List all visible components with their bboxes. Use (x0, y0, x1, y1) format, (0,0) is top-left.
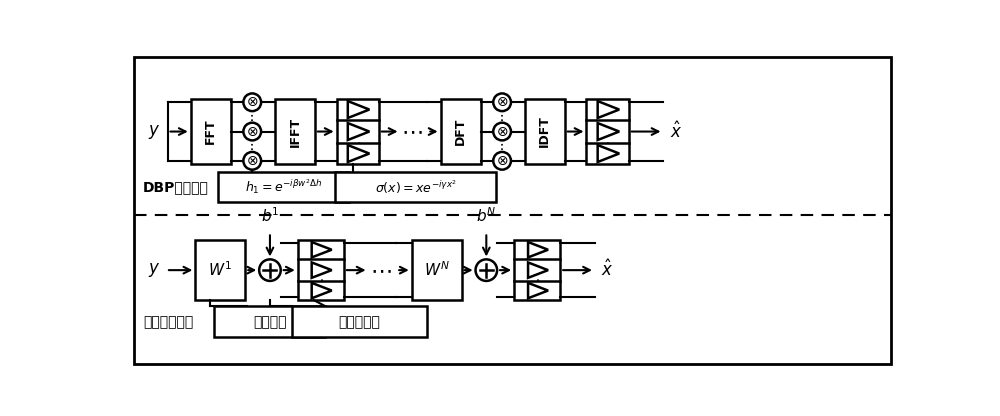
Text: FFT: FFT (204, 119, 217, 144)
Text: 神经网络结构: 神经网络结构 (143, 315, 193, 329)
Bar (514, 240, 560, 300)
Bar (586, 99, 629, 164)
Circle shape (493, 152, 511, 170)
Text: $\otimes$: $\otimes$ (496, 124, 508, 139)
Circle shape (493, 123, 511, 140)
Polygon shape (528, 262, 548, 278)
Text: $h_1 = e^{-i\beta w^2 \Delta h}$: $h_1 = e^{-i\beta w^2 \Delta h}$ (245, 178, 322, 196)
Text: $\otimes$: $\otimes$ (246, 95, 258, 109)
Circle shape (243, 123, 261, 140)
Bar (412, 240, 462, 300)
Text: $\otimes$: $\otimes$ (246, 154, 258, 168)
Bar (191, 99, 231, 164)
Polygon shape (348, 145, 369, 162)
Bar (292, 306, 427, 337)
Text: $b^1$: $b^1$ (261, 206, 279, 225)
Polygon shape (598, 145, 619, 162)
Text: $y$: $y$ (148, 261, 161, 279)
Polygon shape (528, 242, 548, 258)
Text: $y$: $y$ (148, 123, 161, 141)
Text: $\hat{x}$: $\hat{x}$ (670, 121, 682, 142)
Text: DFT: DFT (454, 118, 467, 145)
Bar (298, 240, 344, 300)
Circle shape (493, 94, 511, 111)
Text: IFFT: IFFT (288, 116, 301, 146)
Text: $\otimes$: $\otimes$ (496, 154, 508, 168)
Polygon shape (312, 262, 332, 278)
Text: $\cdots$: $\cdots$ (370, 260, 392, 280)
Text: 线性运算: 线性运算 (253, 315, 286, 329)
Bar (335, 171, 496, 202)
Text: DBP补偿结构: DBP补偿结构 (143, 180, 209, 194)
Bar (214, 306, 325, 337)
Text: IDFT: IDFT (538, 116, 551, 148)
Polygon shape (598, 101, 619, 118)
Bar (275, 99, 315, 164)
Text: $W^N$: $W^N$ (424, 261, 450, 280)
Bar (195, 240, 245, 300)
Text: $b^N$: $b^N$ (476, 206, 497, 225)
Circle shape (243, 152, 261, 170)
Text: $\otimes$: $\otimes$ (246, 124, 258, 139)
Polygon shape (312, 283, 332, 298)
Bar (525, 99, 565, 164)
Text: $\hat{x}$: $\hat{x}$ (601, 260, 613, 280)
Polygon shape (528, 283, 548, 298)
Bar (218, 171, 349, 202)
Text: $\cdots$: $\cdots$ (401, 121, 423, 141)
Text: 非线性运算: 非线性运算 (338, 315, 380, 329)
Polygon shape (312, 242, 332, 258)
Bar (337, 99, 379, 164)
Circle shape (243, 94, 261, 111)
Text: $\sigma(x) = xe^{-i\gamma x^2}$: $\sigma(x) = xe^{-i\gamma x^2}$ (375, 178, 456, 196)
Circle shape (476, 259, 497, 281)
Polygon shape (348, 123, 369, 140)
Circle shape (259, 259, 281, 281)
Text: $\otimes$: $\otimes$ (496, 95, 508, 109)
Text: $W^1$: $W^1$ (208, 261, 232, 280)
Bar (441, 99, 481, 164)
Polygon shape (348, 101, 369, 118)
Polygon shape (598, 123, 619, 140)
